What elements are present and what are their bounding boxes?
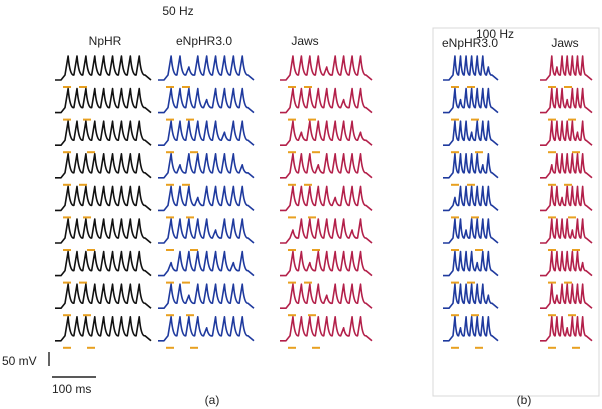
column-label: Jaws <box>551 36 578 50</box>
voltage-trace <box>158 153 255 179</box>
voltage-trace <box>55 250 152 277</box>
voltage-trace <box>540 87 593 114</box>
voltage-scale-label: 50 mV <box>2 354 37 368</box>
voltage-trace <box>158 55 255 81</box>
voltage-trace <box>443 153 499 179</box>
panel-a-title: 50 Hz <box>162 4 193 18</box>
voltage-trace <box>443 316 499 342</box>
voltage-trace <box>158 218 255 244</box>
voltage-trace <box>158 250 255 277</box>
voltage-trace <box>280 250 373 277</box>
column-label: Jaws <box>291 34 318 48</box>
voltage-trace <box>443 283 499 309</box>
voltage-trace <box>540 120 593 146</box>
voltage-trace <box>55 55 152 81</box>
voltage-trace <box>55 283 152 309</box>
voltage-trace <box>540 185 593 212</box>
voltage-trace <box>280 185 373 212</box>
voltage-trace <box>55 120 152 146</box>
voltage-trace <box>55 153 152 179</box>
panel-label: (b) <box>517 393 532 407</box>
voltage-trace <box>280 55 373 81</box>
voltage-trace <box>55 316 152 342</box>
voltage-trace <box>540 153 593 179</box>
voltage-trace <box>540 55 593 81</box>
voltage-trace <box>158 87 255 114</box>
voltage-trace <box>540 316 593 342</box>
voltage-trace <box>280 316 373 342</box>
voltage-trace <box>158 283 255 309</box>
time-scale-label: 100 ms <box>52 382 91 396</box>
voltage-trace <box>158 120 255 146</box>
column-label: NpHR <box>89 34 122 48</box>
voltage-trace <box>540 218 593 244</box>
voltage-trace <box>280 87 373 114</box>
voltage-trace <box>55 87 152 114</box>
voltage-trace <box>443 185 499 212</box>
panel-b-frame <box>432 27 600 397</box>
traces <box>55 55 593 349</box>
voltage-trace <box>55 185 152 212</box>
voltage-trace <box>280 283 373 309</box>
voltage-trace <box>55 218 152 244</box>
voltage-trace <box>443 87 499 114</box>
voltage-trace <box>280 218 373 244</box>
voltage-trace <box>443 250 499 277</box>
voltage-trace <box>280 153 373 179</box>
column-label: eNpHR3.0 <box>176 34 232 48</box>
column-label: eNpHR3.0 <box>442 36 498 50</box>
voltage-trace <box>540 283 593 309</box>
panel-label: (a) <box>205 393 220 407</box>
voltage-trace <box>540 250 593 277</box>
voltage-trace <box>443 218 499 244</box>
voltage-trace <box>443 55 499 81</box>
voltage-trace <box>158 316 255 342</box>
voltage-trace <box>158 185 255 212</box>
panel-b-title: 100 Hz <box>476 27 514 41</box>
voltage-trace <box>443 120 499 146</box>
voltage-trace <box>280 120 373 146</box>
